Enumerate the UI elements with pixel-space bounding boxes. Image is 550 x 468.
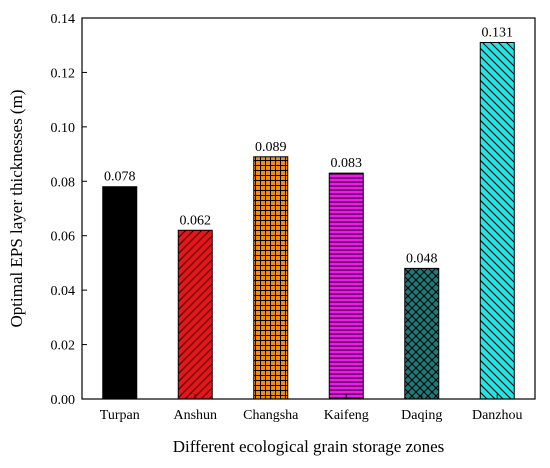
y-tick-label: 0.08 xyxy=(51,175,76,190)
y-tick-label: 0.10 xyxy=(51,121,76,136)
x-tick-label-kaifeng: Kaifeng xyxy=(324,408,369,423)
data-label-changsha: 0.089 xyxy=(255,140,287,155)
x-tick-label-danzhou: Danzhou xyxy=(472,408,523,423)
bar-kaifeng xyxy=(328,172,364,400)
bar-anshun xyxy=(177,229,213,400)
y-tick-label: 0.12 xyxy=(51,66,76,81)
x-axis-title: Different ecological grain storage zones xyxy=(173,437,445,456)
data-label-daqing: 0.048 xyxy=(406,251,438,266)
y-tick-label: 0.14 xyxy=(51,12,76,27)
bar-changsha xyxy=(253,156,289,400)
plot-frame xyxy=(81,17,536,400)
data-label-anshun: 0.062 xyxy=(180,213,212,228)
y-tick-label: 0.00 xyxy=(51,393,76,408)
x-tick-label-turpan: Turpan xyxy=(100,408,140,423)
x-tick-label-daqing: Daqing xyxy=(401,408,442,423)
data-label-danzhou: 0.131 xyxy=(482,25,514,40)
y-axis-title: Optimal EPS layer thicknesses (m) xyxy=(7,90,26,328)
x-tick-label-changsha: Changsha xyxy=(243,408,299,423)
bar-daqing xyxy=(404,267,440,400)
bar-turpan xyxy=(102,186,138,400)
y-tick-label: 0.06 xyxy=(51,230,76,245)
x-tick-label-anshun: Anshun xyxy=(173,408,217,423)
y-tick-label: 0.04 xyxy=(51,284,76,299)
axes: 0.00 0.02 0.04 0.06 0.08 0.10 0.12 0.14 Turpan An… xyxy=(51,12,523,423)
plot-area: 0.078 0.062 0.089 0.083 0.048 0.131 xyxy=(102,25,515,400)
data-label-turpan: 0.078 xyxy=(104,170,136,185)
y-tick-label: 0.02 xyxy=(51,339,76,354)
bar-danzhou xyxy=(479,41,515,400)
data-label-kaifeng: 0.083 xyxy=(331,156,363,171)
